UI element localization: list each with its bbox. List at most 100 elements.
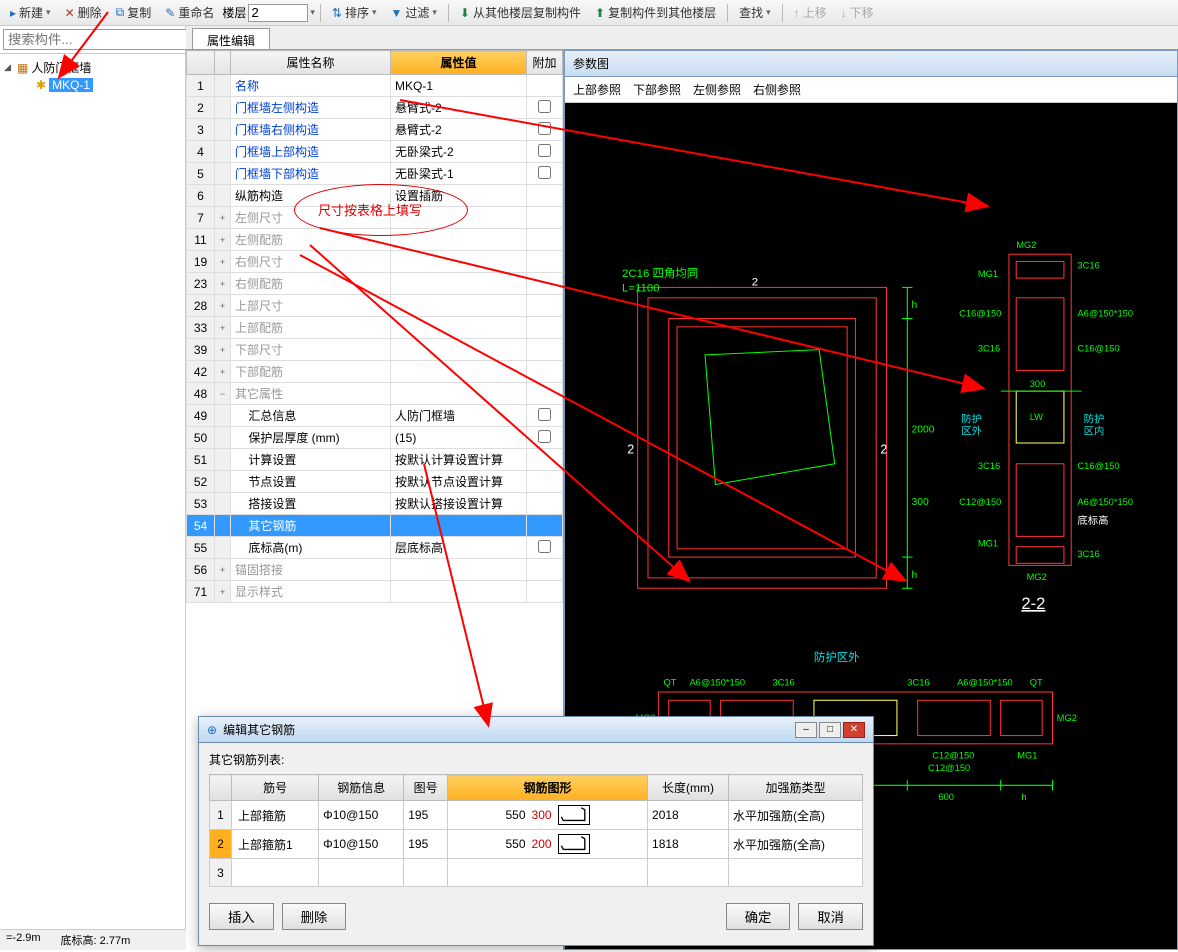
prop-row[interactable]: 6 纵筋构造 设置插筋 [187,185,563,207]
svg-text:区外: 区外 [961,426,982,438]
copy-from-button[interactable]: ⬇从其他楼层复制构件 [454,2,587,23]
extra-checkbox[interactable] [538,430,551,443]
svg-text:3C16: 3C16 [1077,261,1099,271]
svg-text:300: 300 [911,497,929,508]
dialog-icon: ⊕ [207,723,217,737]
prop-row[interactable]: 11 + 左侧配筋 [187,229,563,251]
col-rebar-info: 钢筋信息 [319,775,404,801]
floor-label: 楼层 [222,4,246,21]
prop-row[interactable]: 5 门框墙下部构造 无卧梁式-1 [187,163,563,185]
find-button[interactable]: 查找▾ [733,2,777,23]
floor-combo[interactable] [248,4,308,22]
svg-text:C12@150: C12@150 [928,763,970,773]
tree-item-label: MKQ-1 [49,78,93,92]
ok-button[interactable]: 确定 [726,903,791,930]
tab-bar: 属性编辑 [186,26,1178,50]
rebar-dialog: ⊕ 编辑其它钢筋 – □ ✕ 其它钢筋列表: 筋号 钢筋信息 图号 钢筋图形 长… [198,716,874,946]
svg-text:3C16: 3C16 [1077,549,1099,559]
svg-text:防护: 防护 [961,412,982,425]
cad-tab-bottom[interactable]: 下部参照 [633,81,681,98]
extra-checkbox[interactable] [538,100,551,113]
svg-text:C12@150: C12@150 [959,497,1001,507]
tree-root[interactable]: ◢ ▦ 人防门框墙 [4,58,181,77]
search-input[interactable] [3,29,190,50]
move-up-button: ↑上移 [788,2,833,23]
close-button[interactable]: ✕ [843,722,865,738]
move-down-button: ↓下移 [835,2,880,23]
svg-text:MG1: MG1 [978,539,998,549]
svg-text:L=1100: L=1100 [622,283,660,295]
svg-text:3C16: 3C16 [978,344,1000,354]
prop-row[interactable]: 4 门框墙上部构造 无卧梁式-2 [187,141,563,163]
maximize-button[interactable]: □ [819,722,841,738]
cad-tab-top[interactable]: 上部参照 [573,81,621,98]
delete-button[interactable]: ✕删除 [59,2,108,23]
svg-text:MG1: MG1 [978,269,998,279]
sort-button[interactable]: ⇅排序▾ [326,2,383,23]
prop-row[interactable]: 51 计算设置 按默认计算设置计算 [187,449,563,471]
col-shape: 钢筋图形 [448,775,648,801]
cancel-button[interactable]: 取消 [798,903,863,930]
delete-row-button[interactable]: 删除 [282,903,347,930]
svg-text:2C16 四角均同: 2C16 四角均同 [622,267,698,280]
tree-item-mkq1[interactable]: ✱ MKQ-1 [4,77,181,93]
rename-button[interactable]: ✎重命名 [159,2,220,23]
prop-row[interactable]: 1 名称 MKQ-1 [187,75,563,97]
col-rebar-no: 筋号 [232,775,319,801]
copy-to-button[interactable]: ⬆复制构件到其他楼层 [589,2,722,23]
status-right: 底标高: 2.77m [61,932,131,948]
prop-row[interactable]: 55 底标高(m) 层底标高 [187,537,563,559]
extra-checkbox[interactable] [538,166,551,179]
svg-text:C16@150: C16@150 [959,308,1001,318]
svg-text:h: h [911,300,917,311]
filter-button[interactable]: ▼过滤▾ [384,2,442,23]
tab-properties[interactable]: 属性编辑 [192,28,270,49]
prop-row[interactable]: 56 + 锚固搭接 [187,559,563,581]
prop-row[interactable]: 42 + 下部配筋 [187,361,563,383]
prop-row[interactable]: 19 + 右侧尺寸 [187,251,563,273]
svg-text:QT: QT [664,678,677,688]
col-value: 属性值 [391,51,527,75]
svg-text:600: 600 [938,792,954,802]
svg-text:C16@150: C16@150 [1077,344,1119,354]
floor-dropdown-icon[interactable]: ▾ [310,7,315,18]
left-panel: 🔍 ◢ ▦ 人防门框墙 ✱ MKQ-1 [0,26,186,950]
insert-button[interactable]: 插入 [209,903,274,930]
svg-text:底标高: 底标高 [1077,514,1108,527]
new-button[interactable]: ▸新建▾ [4,2,57,23]
svg-text:A6@150*150: A6@150*150 [1077,308,1133,318]
prop-row[interactable]: 53 搭接设置 按默认搭接设置计算 [187,493,563,515]
prop-row[interactable]: 49 汇总信息 人防门框墙 [187,405,563,427]
extra-checkbox[interactable] [538,144,551,157]
col-type: 加强筋类型 [728,775,862,801]
copy-button[interactable]: ⧉复制 [110,2,158,23]
rebar-row[interactable]: 1上部箍筋Φ10@150195 550300 2018水平加强筋(全高) [210,801,863,830]
svg-text:C12@150: C12@150 [932,750,974,760]
extra-checkbox[interactable] [538,540,551,553]
prop-row[interactable]: 33 + 上部配筋 [187,317,563,339]
prop-row[interactable]: 28 + 上部尺寸 [187,295,563,317]
svg-text:3C16: 3C16 [907,678,929,688]
svg-text:2-2: 2-2 [1021,594,1045,613]
prop-row[interactable]: 23 + 右侧配筋 [187,273,563,295]
prop-row[interactable]: 7 + 左侧尺寸 [187,207,563,229]
prop-row[interactable]: 50 保护层厚度 (mm) (15) [187,427,563,449]
svg-text:h: h [911,570,917,581]
minimize-button[interactable]: – [795,722,817,738]
rebar-row[interactable]: 3 [210,859,863,887]
extra-checkbox[interactable] [538,408,551,421]
cad-tab-left[interactable]: 左侧参照 [693,81,741,98]
prop-row[interactable]: 52 节点设置 按默认节点设置计算 [187,471,563,493]
prop-row[interactable]: 71 + 显示样式 [187,581,563,603]
svg-text:A6@150*150: A6@150*150 [689,678,745,688]
cad-tab-right[interactable]: 右侧参照 [753,81,801,98]
prop-row[interactable]: 3 门框墙右侧构造 悬臂式-2 [187,119,563,141]
prop-row[interactable]: 2 门框墙左侧构造 悬臂式-2 [187,97,563,119]
prop-row[interactable]: 48 − 其它属性 [187,383,563,405]
prop-row[interactable]: 39 + 下部尺寸 [187,339,563,361]
prop-row[interactable]: 54 其它钢筋 [187,515,563,537]
extra-checkbox[interactable] [538,122,551,135]
tree-toggle-icon[interactable]: ◢ [4,62,14,73]
svg-text:MG2: MG2 [1027,572,1047,582]
rebar-row[interactable]: 2上部箍筋1Φ10@150195 550200 1818水平加强筋(全高) [210,830,863,859]
